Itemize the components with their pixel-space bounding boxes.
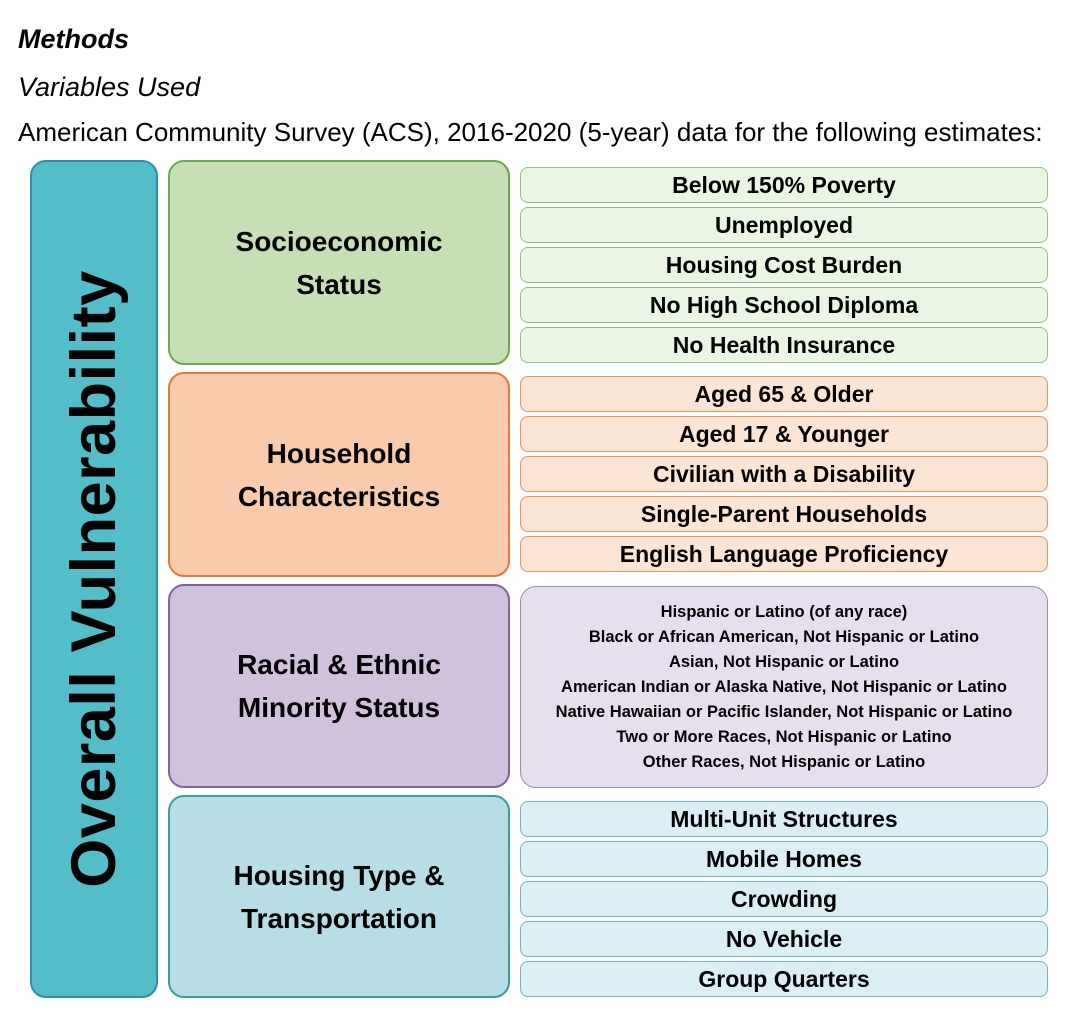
variable-box: No Vehicle bbox=[520, 921, 1048, 957]
overall-vulnerability-box: Overall Vulnerability bbox=[30, 160, 158, 998]
variable-box: Housing Cost Burden bbox=[520, 247, 1048, 283]
theme-label: Household Characteristics bbox=[237, 437, 441, 512]
variable-box: English Language Proficiency bbox=[520, 536, 1048, 572]
minority-variable: Other Races, Not Hispanic or Latino bbox=[642, 752, 926, 771]
variable-box: Aged 65 & Older bbox=[520, 376, 1048, 412]
variable-box: Crowding bbox=[520, 881, 1048, 917]
variable-box: Single-Parent Households bbox=[520, 496, 1048, 532]
minority-variable: Two or More Races, Not Hispanic or Latin… bbox=[616, 727, 952, 746]
variable-box: Aged 17 & Younger bbox=[520, 416, 1048, 452]
theme-label: Socioeconomic Status bbox=[235, 225, 443, 300]
variable-box: Unemployed bbox=[520, 207, 1048, 243]
variable-box: Below 150% Poverty bbox=[520, 167, 1048, 203]
minority-variables-box: Hispanic or Latino (of any race) Black o… bbox=[520, 586, 1048, 788]
theme-socioeconomic-status: Socioeconomic Status bbox=[168, 160, 510, 365]
minority-variable: American Indian or Alaska Native, Not Hi… bbox=[561, 677, 1007, 696]
variable-box: Civilian with a Disability bbox=[520, 456, 1048, 492]
minority-variable: Hispanic or Latino (of any race) bbox=[660, 602, 908, 621]
minority-variable: Native Hawaiian or Pacific Islander, Not… bbox=[555, 702, 1013, 721]
variable-box: Group Quarters bbox=[520, 961, 1048, 997]
methods-heading: Methods bbox=[18, 24, 129, 54]
minority-variable: Asian, Not Hispanic or Latino bbox=[668, 652, 900, 671]
variable-box: No Health Insurance bbox=[520, 327, 1048, 363]
variable-box: No High School Diploma bbox=[520, 287, 1048, 323]
variables-used-subheading: Variables Used bbox=[18, 72, 201, 102]
theme-housing-type-transportation: Housing Type & Transportation bbox=[168, 795, 510, 998]
minority-variable: Black or African American, Not Hispanic … bbox=[588, 627, 980, 646]
theme-label: Racial & Ethnic Minority Status bbox=[237, 649, 441, 723]
data-source-description: American Community Survey (ACS), 2016-20… bbox=[18, 117, 1043, 147]
theme-racial-ethnic-minority-status: Racial & Ethnic Minority Status bbox=[168, 584, 510, 788]
theme-household-characteristics: Household Characteristics bbox=[168, 372, 510, 577]
variable-box: Mobile Homes bbox=[520, 841, 1048, 877]
theme-label: Housing Type & Transportation bbox=[233, 859, 445, 934]
overall-vulnerability-label: Overall Vulnerability bbox=[59, 270, 129, 888]
variable-box: Multi-Unit Structures bbox=[520, 801, 1048, 837]
